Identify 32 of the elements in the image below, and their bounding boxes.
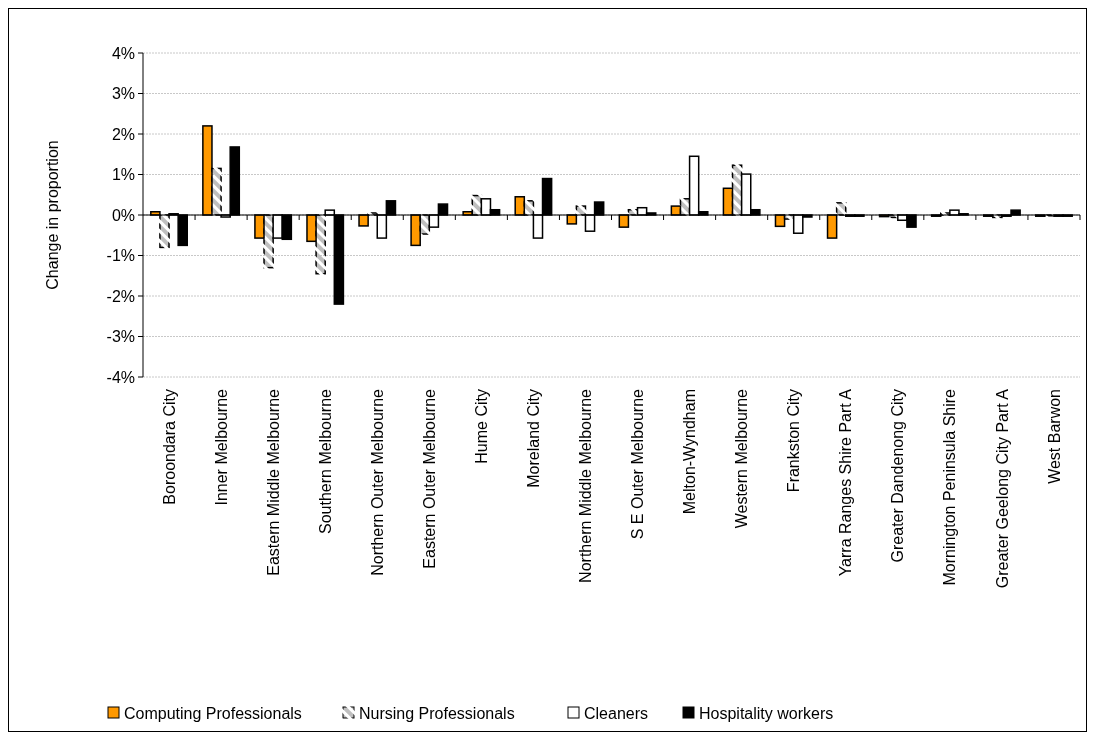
x-tick-label: Hume City xyxy=(472,389,490,464)
x-tick-label: Eastern Middle Melbourne xyxy=(264,388,282,576)
x-tick-label: Greater Geelong City Part A xyxy=(993,388,1011,589)
y-tick-label: -4% xyxy=(106,368,135,386)
x-tick-label: Mornington Peninsula Shire xyxy=(941,388,959,586)
legend-label: Nursing Professionals xyxy=(359,704,515,722)
x-tick-label: Inner Melbourne xyxy=(212,388,230,506)
x-tick-label: Boroondara City xyxy=(160,389,178,505)
legend-label: Computing Professionals xyxy=(124,704,302,722)
y-tick-label: 2% xyxy=(111,125,135,143)
legend-label: Cleaners xyxy=(584,704,649,722)
x-tick-label: S E Outer Melbourne xyxy=(629,388,647,540)
y-tick-label: 3% xyxy=(111,85,135,103)
x-tick-label: Frankston City xyxy=(785,389,803,493)
x-tick-label: Melton-Wyndham xyxy=(681,389,699,515)
x-tick-label: Greater Dandenong City xyxy=(889,389,907,563)
y-tick-label: 1% xyxy=(111,166,135,184)
legend-label: Hospitality workers xyxy=(699,704,834,722)
x-tick-label: Northern Middle Melbourne xyxy=(577,388,595,583)
x-tick-label: Northern Outer Melbourne xyxy=(368,388,386,576)
x-tick-label: Yarra Ranges Shire Part A xyxy=(837,388,855,577)
y-tick-label: 0% xyxy=(111,206,135,224)
x-tick-label: Western Melbourne xyxy=(733,388,751,529)
x-tick-label: Eastern Outer Melbourne xyxy=(420,388,438,569)
y-axis-title: Change in proportion xyxy=(44,140,61,290)
y-tick-label: -1% xyxy=(106,247,135,265)
x-tick-label: Southern Melbourne xyxy=(316,388,334,534)
y-tick-label: -2% xyxy=(106,287,135,305)
y-tick-label: 4% xyxy=(111,44,135,62)
y-tick-label: -3% xyxy=(106,328,135,346)
x-tick-label: Moreland City xyxy=(525,389,543,488)
x-tick-label: West Barwon xyxy=(1045,389,1063,484)
